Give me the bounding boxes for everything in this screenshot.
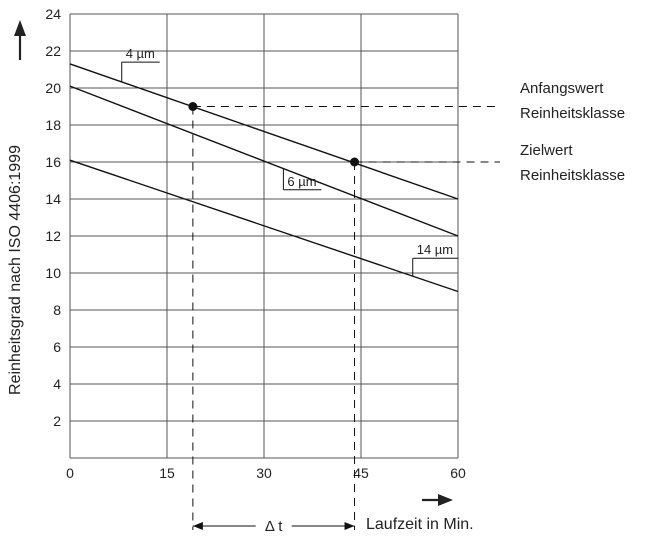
y-axis-label: Reinheitsgrad nach ISO 4406:1999 xyxy=(7,145,24,395)
x-tick-label: 45 xyxy=(353,465,369,481)
data-point xyxy=(350,157,360,167)
series-line xyxy=(69,159,459,293)
y-tick-label: 12 xyxy=(45,228,61,244)
delta-arrowhead-left xyxy=(192,522,203,530)
x-tick-label: 60 xyxy=(450,465,466,481)
y-tick-label: 24 xyxy=(45,6,61,22)
y-tick-label: 2 xyxy=(53,413,61,429)
x-tick-label: 0 xyxy=(66,465,74,481)
data-points xyxy=(188,102,360,167)
y-axis-arrow xyxy=(14,20,26,60)
y-tick-label: 18 xyxy=(45,117,61,133)
target-value-label-line2: Reinheitsklasse xyxy=(520,167,625,184)
series-line xyxy=(69,63,459,200)
y-tick-label: 6 xyxy=(53,339,61,355)
start-value-label-line2: Reinheitsklasse xyxy=(520,105,625,122)
start-value-label-line1: Anfangswert xyxy=(520,80,604,97)
x-tick-label: 15 xyxy=(159,465,175,481)
series-label: 4 µm xyxy=(126,46,155,61)
x-axis-label: Laufzeit in Min. xyxy=(366,516,474,533)
grid xyxy=(69,13,459,459)
y-tick-label: 20 xyxy=(45,80,61,96)
x-axis-arrow xyxy=(422,494,453,506)
delta-arrowhead-right xyxy=(344,522,355,530)
delta-t-label: Δ t xyxy=(265,518,283,535)
data-point xyxy=(188,102,198,111)
y-tick-label: 16 xyxy=(45,154,61,170)
guide-lines xyxy=(192,106,500,530)
y-tick-label: 4 xyxy=(53,376,61,392)
series-line xyxy=(69,85,459,237)
target-value-label-line1: Zielwert xyxy=(520,142,573,159)
y-tick-label: 22 xyxy=(45,43,61,59)
y-tick-label: 14 xyxy=(45,191,61,207)
delta-t-dimension xyxy=(192,522,355,530)
y-tick-label: 10 xyxy=(45,265,61,281)
series-labels: 4 µm 6 µm 14 µm xyxy=(121,46,459,277)
series-label: 14 µm xyxy=(417,242,453,257)
x-tick-label: 30 xyxy=(256,465,272,481)
series-label: 6 µm xyxy=(287,174,316,189)
series-lines xyxy=(69,63,459,293)
y-tick-label: 8 xyxy=(53,302,61,318)
